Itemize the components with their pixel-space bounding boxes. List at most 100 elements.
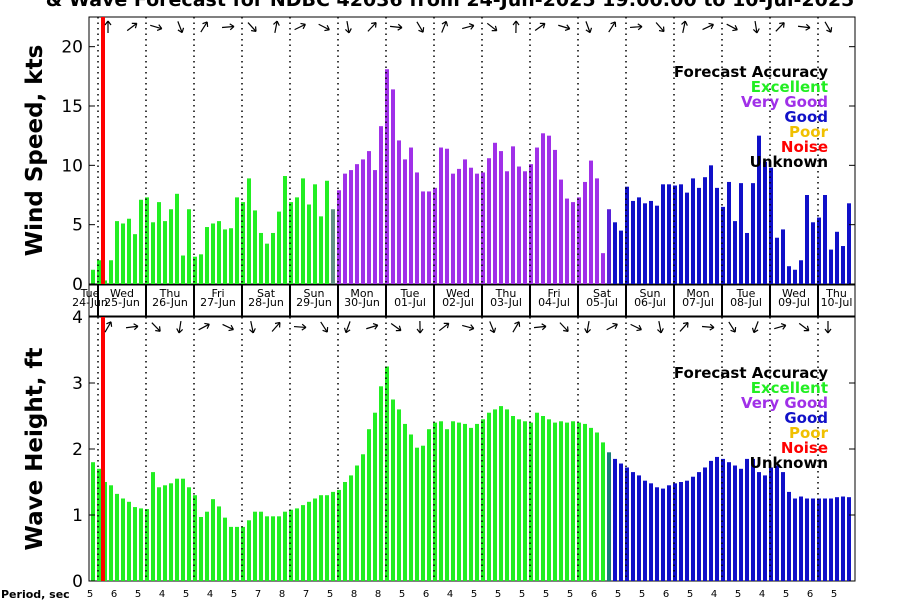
bar (661, 184, 665, 284)
bar (757, 472, 761, 581)
direction-arrow (294, 22, 306, 31)
period-value: 6 (807, 589, 813, 600)
bar (517, 166, 521, 284)
direction-arrow (320, 321, 329, 333)
bar (685, 192, 689, 284)
bar (397, 409, 401, 581)
direction-arrow (344, 20, 352, 34)
bar (619, 230, 623, 284)
day-label-date: 03-Jul (490, 296, 522, 309)
bar (727, 181, 731, 284)
bar (721, 206, 725, 284)
direction-arrow (533, 323, 547, 331)
direction-arrow (702, 22, 714, 31)
bar (313, 184, 317, 284)
direction-arrow (222, 323, 234, 332)
period-value: 5 (639, 589, 645, 600)
bar (199, 254, 203, 284)
legend-item: Very Good (741, 93, 828, 111)
bar (721, 458, 725, 581)
bar (841, 496, 845, 581)
bar (667, 485, 671, 581)
bar (811, 222, 815, 284)
bar (355, 164, 359, 284)
bar (235, 197, 239, 284)
bar (691, 476, 695, 581)
direction-arrow (416, 21, 425, 33)
bar (631, 472, 635, 581)
y-tick-label: 1 (72, 506, 83, 526)
bar (253, 511, 257, 581)
period-value: 4 (759, 589, 765, 600)
bar (361, 159, 365, 284)
bar (355, 465, 359, 581)
day-label-date: 02-Jul (442, 296, 474, 309)
bar (523, 171, 527, 284)
bar (583, 181, 587, 284)
bar (697, 187, 701, 284)
bar (637, 197, 641, 284)
y-tick-label: 4 (72, 308, 83, 328)
direction-arrow (198, 322, 210, 331)
bar (469, 167, 473, 284)
bar (673, 185, 677, 284)
bar (745, 232, 749, 284)
bar (235, 526, 239, 581)
bar (643, 480, 647, 581)
bar (841, 246, 845, 284)
bar (493, 409, 497, 581)
bar (91, 269, 95, 284)
now-line (101, 17, 105, 284)
direction-arrow (462, 23, 475, 30)
bar (301, 505, 305, 581)
day-label-date: 06-Jul (634, 296, 666, 309)
bar (241, 202, 245, 284)
day-label-date: 05-Jul (586, 296, 618, 309)
bar (505, 171, 509, 284)
bar (553, 422, 557, 581)
period-value: 8 (351, 589, 357, 600)
bar (835, 497, 839, 581)
y-axis-label: Wind Speed, kts (22, 45, 48, 257)
bar (685, 480, 689, 581)
bar (445, 429, 449, 581)
bar (535, 412, 539, 581)
period-value: 4 (207, 589, 213, 600)
direction-arrow (512, 20, 520, 34)
bar (109, 260, 113, 284)
day-label-dow: Tue (400, 287, 420, 300)
bar (829, 498, 833, 581)
direction-arrow (271, 321, 281, 332)
bar (163, 485, 167, 581)
period-label: Period, sec (1, 588, 70, 600)
bar (169, 483, 173, 581)
bar (697, 472, 701, 581)
bar (181, 255, 185, 284)
legend-item: Good (784, 108, 828, 126)
bar (439, 421, 443, 581)
period-value: 5 (543, 589, 549, 600)
bar (421, 445, 425, 581)
y-tick-label: 2 (72, 440, 83, 460)
bar (127, 501, 131, 581)
bar (331, 209, 335, 284)
day-label-dow: Fri (211, 287, 224, 300)
bar (481, 419, 485, 581)
legend-item: Poor (789, 424, 829, 442)
day-label-dow: Sat (593, 287, 612, 300)
legend-title: Forecast Accuracy (674, 364, 828, 382)
bar (169, 209, 173, 284)
bar (571, 421, 575, 581)
day-label-date: 09-Jul (778, 296, 810, 309)
bar (193, 256, 197, 284)
bar (343, 173, 347, 284)
bar (487, 158, 491, 284)
bar (247, 178, 251, 284)
bar (241, 526, 245, 581)
bar (175, 478, 179, 581)
bar (649, 483, 653, 581)
day-label-dow: Tue (80, 287, 100, 300)
bar (619, 463, 623, 581)
bar (679, 482, 683, 581)
bar (781, 472, 785, 581)
